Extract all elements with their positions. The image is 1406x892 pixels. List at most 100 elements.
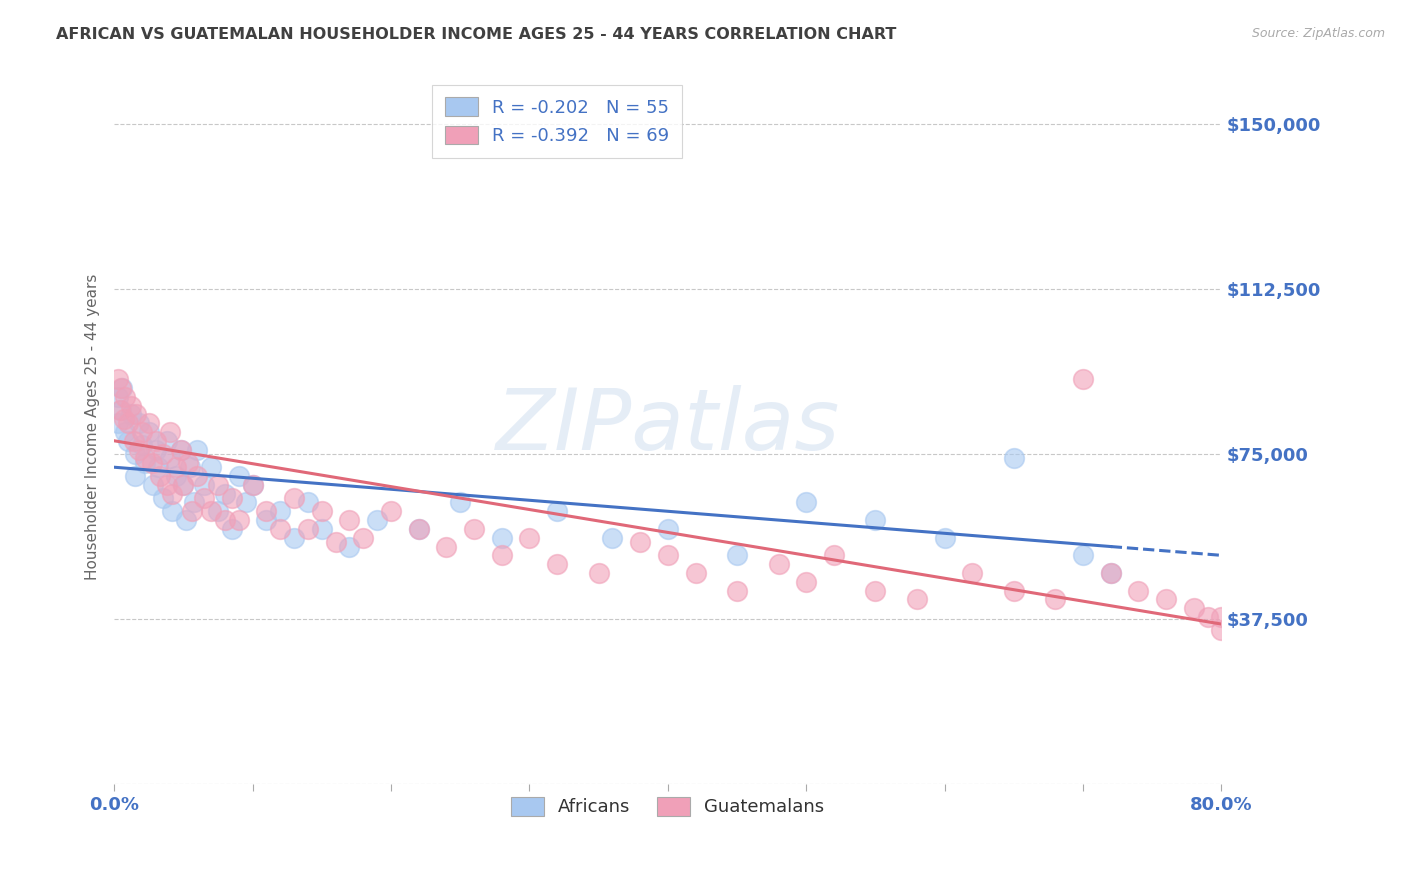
Point [221, 522, 243, 536]
Point [380, 504, 402, 518]
Point [117, 416, 139, 430]
Point [169, 442, 191, 457]
Point [1002, 583, 1025, 598]
Point [657, 522, 679, 536]
Point [1211, 610, 1233, 624]
Point [325, 535, 347, 549]
Point [159, 451, 181, 466]
Point [156, 434, 179, 448]
Text: ZIPatlas: ZIPatlas [496, 385, 839, 468]
Point [107, 372, 129, 386]
Point [172, 478, 194, 492]
Point [112, 411, 135, 425]
Point [256, 513, 278, 527]
Point [122, 434, 145, 448]
Point [546, 557, 568, 571]
Point [865, 513, 887, 527]
Point [491, 549, 513, 563]
Point [162, 504, 184, 518]
Point [1071, 549, 1094, 563]
Point [159, 425, 181, 439]
Point [110, 403, 132, 417]
Point [228, 513, 250, 527]
Point [311, 522, 333, 536]
Point [166, 460, 188, 475]
Point [111, 381, 134, 395]
Point [128, 442, 150, 457]
Point [1045, 592, 1067, 607]
Point [1099, 566, 1122, 580]
Point [131, 438, 153, 452]
Point [138, 425, 160, 439]
Point [1071, 372, 1094, 386]
Point [269, 504, 291, 518]
Point [128, 416, 150, 430]
Point [114, 425, 136, 439]
Point [142, 478, 165, 492]
Point [138, 416, 160, 430]
Point [297, 495, 319, 509]
Point [725, 549, 748, 563]
Point [186, 469, 208, 483]
Point [408, 522, 430, 536]
Point [120, 408, 142, 422]
Point [214, 513, 236, 527]
Point [519, 531, 541, 545]
Point [602, 531, 624, 545]
Point [125, 408, 148, 422]
Point [269, 522, 291, 536]
Point [172, 478, 194, 492]
Point [1154, 592, 1177, 607]
Point [242, 478, 264, 492]
Point [1197, 610, 1219, 624]
Point [228, 469, 250, 483]
Point [124, 447, 146, 461]
Point [193, 491, 215, 505]
Point [180, 504, 202, 518]
Point [339, 540, 361, 554]
Point [408, 522, 430, 536]
Point [183, 495, 205, 509]
Point [311, 504, 333, 518]
Point [214, 486, 236, 500]
Point [131, 425, 153, 439]
Point [120, 399, 142, 413]
Point [339, 513, 361, 527]
Point [449, 495, 471, 509]
Text: AFRICAN VS GUATEMALAN HOUSEHOLDER INCOME AGES 25 - 44 YEARS CORRELATION CHART: AFRICAN VS GUATEMALAN HOUSEHOLDER INCOME… [56, 27, 897, 42]
Point [434, 540, 457, 554]
Point [657, 549, 679, 563]
Point [725, 583, 748, 598]
Point [1002, 451, 1025, 466]
Point [823, 549, 845, 563]
Point [207, 504, 229, 518]
Point [117, 434, 139, 448]
Point [110, 381, 132, 395]
Point [1182, 601, 1205, 615]
Point [200, 460, 222, 475]
Point [149, 469, 172, 483]
Point [145, 434, 167, 448]
Point [186, 442, 208, 457]
Point [152, 447, 174, 461]
Point [366, 513, 388, 527]
Point [152, 491, 174, 505]
Point [176, 456, 198, 470]
Point [141, 456, 163, 470]
Point [235, 495, 257, 509]
Point [124, 469, 146, 483]
Point [179, 460, 201, 475]
Point [114, 390, 136, 404]
Point [934, 531, 956, 545]
Point [107, 416, 129, 430]
Point [1128, 583, 1150, 598]
Point [108, 403, 131, 417]
Point [768, 557, 790, 571]
Point [905, 592, 928, 607]
Point [145, 442, 167, 457]
Point [193, 478, 215, 492]
Point [1211, 624, 1233, 638]
Point [256, 504, 278, 518]
Point [352, 531, 374, 545]
Point [297, 522, 319, 536]
